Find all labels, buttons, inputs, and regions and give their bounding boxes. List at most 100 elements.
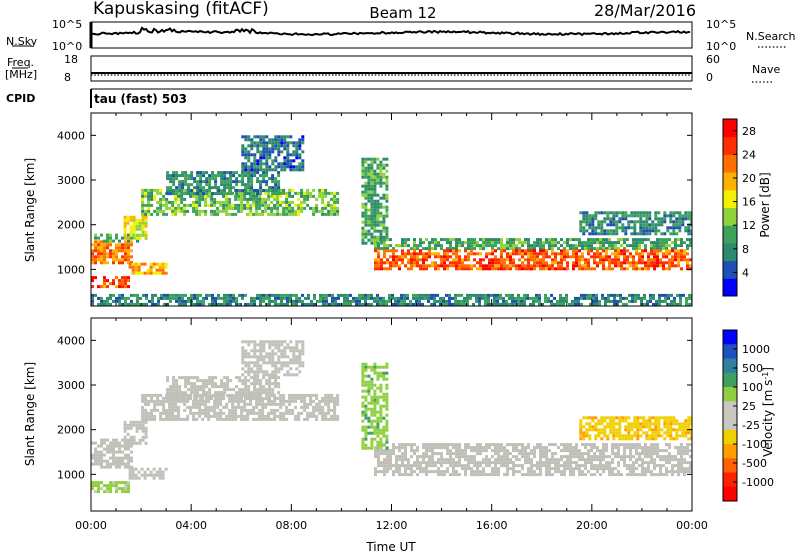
heatmap-cell	[109, 465, 112, 469]
heatmap-cell	[566, 255, 569, 259]
heatmap-cell	[141, 224, 145, 228]
heatmap-cell	[195, 197, 199, 201]
heatmap-cell	[455, 461, 458, 465]
heatmap-cell	[244, 156, 248, 160]
heatmap-cell	[382, 166, 386, 170]
heatmap-cell	[633, 226, 637, 230]
heatmap-cell	[250, 376, 254, 380]
heatmap-cell	[121, 293, 124, 297]
heatmap-cell	[585, 416, 589, 420]
heatmap-cell	[612, 431, 616, 435]
heatmap-cell	[249, 402, 253, 406]
heatmap-cell	[247, 183, 251, 187]
heatmap-cell	[569, 455, 572, 459]
heatmap-cell	[602, 247, 605, 251]
heatmap-cell	[470, 241, 473, 245]
heatmap-cell	[279, 194, 283, 198]
heatmap-cell	[458, 455, 461, 459]
heatmap-cell	[512, 244, 515, 248]
heatmap-cell	[131, 473, 135, 477]
heatmap-cell	[364, 374, 368, 378]
heatmap-cell	[395, 467, 398, 471]
heatmap-cell	[298, 296, 301, 300]
heatmap-cell	[651, 229, 655, 233]
heatmap-cell	[156, 399, 160, 403]
heatmap-cell	[124, 285, 127, 289]
heatmap-cell	[159, 399, 163, 403]
heatmap-cell	[174, 402, 178, 406]
heatmap-cell	[211, 376, 215, 380]
heatmap-cell	[137, 268, 141, 272]
heatmap-cell	[333, 191, 337, 195]
heatmap-cell	[279, 402, 283, 406]
heatmap-cell	[127, 239, 130, 243]
heatmap-cell	[274, 168, 278, 172]
heatmap-cell	[627, 223, 631, 227]
heatmap-cell	[235, 394, 239, 398]
heatmap-cell	[488, 258, 491, 262]
heatmap-cell	[505, 299, 508, 303]
heatmap-cell	[306, 417, 310, 421]
heatmap-cell	[274, 189, 278, 193]
heatmap-cell	[554, 461, 557, 465]
heatmap-cell	[370, 293, 373, 297]
heatmap-cell	[617, 443, 620, 447]
heatmap-cell	[554, 464, 557, 468]
heatmap-cell	[373, 217, 377, 221]
heatmap-cell	[126, 215, 130, 219]
heatmap-cell	[671, 255, 674, 259]
heatmap-cell	[686, 446, 689, 450]
heatmap-cell	[530, 464, 533, 468]
heatmap-cell	[124, 444, 127, 448]
heatmap-cell	[612, 211, 616, 215]
heatmap-cell	[649, 299, 652, 303]
heatmap-cell	[276, 194, 280, 198]
heatmap-cell	[383, 241, 386, 245]
heatmap-cell	[303, 405, 307, 409]
heatmap-cell	[536, 255, 539, 259]
heatmap-cell	[127, 252, 130, 256]
heatmap-cell	[395, 244, 398, 248]
heatmap-cell	[632, 244, 635, 248]
heatmap-cell	[164, 467, 168, 471]
heatmap-cell	[440, 238, 443, 242]
heatmap-cell	[380, 470, 383, 474]
heatmap-cell	[656, 455, 659, 459]
heatmap-cell	[367, 401, 371, 405]
heatmap-cell	[575, 449, 578, 453]
heatmap-cell	[171, 402, 175, 406]
heatmap-cell	[404, 241, 407, 245]
heatmap-cell	[677, 449, 680, 453]
heatmap-cell	[164, 265, 168, 269]
heatmap-cell	[663, 214, 667, 218]
heatmap-cell	[657, 220, 661, 224]
heatmap-cell	[309, 402, 313, 406]
heatmap-cell	[94, 462, 97, 466]
heatmap-cell	[178, 293, 181, 297]
nsky-panel: N.Sky 10^5 10^0 10^5 10^0 N.Search	[6, 18, 796, 53]
heatmap-cell	[244, 391, 248, 395]
heatmap-cell	[608, 267, 611, 271]
heatmap-cell	[488, 443, 491, 447]
heatmap-cell	[226, 388, 230, 392]
heatmap-cell	[259, 165, 263, 169]
heatmap-cell	[627, 428, 631, 432]
heatmap-cell	[250, 382, 254, 386]
heatmap-cell	[158, 265, 162, 269]
heatmap-cell	[370, 226, 374, 230]
nsky-tick-bottom: 10^0	[52, 40, 82, 53]
heatmap-cell	[321, 399, 325, 403]
heatmap-cell	[596, 467, 599, 471]
heatmap-cell	[376, 419, 380, 423]
heatmap-cell	[270, 411, 274, 415]
heatmap-cell	[593, 258, 596, 262]
heatmap-cell	[333, 209, 337, 213]
heatmap-cell	[168, 417, 172, 421]
heatmap-cell	[455, 244, 458, 248]
heatmap-cell	[630, 425, 634, 429]
heatmap-cell	[383, 467, 386, 471]
heatmap-cell	[611, 443, 614, 447]
heatmap-cell	[624, 416, 628, 420]
heatmap-cell	[458, 241, 461, 245]
heatmap-cell	[579, 419, 583, 423]
